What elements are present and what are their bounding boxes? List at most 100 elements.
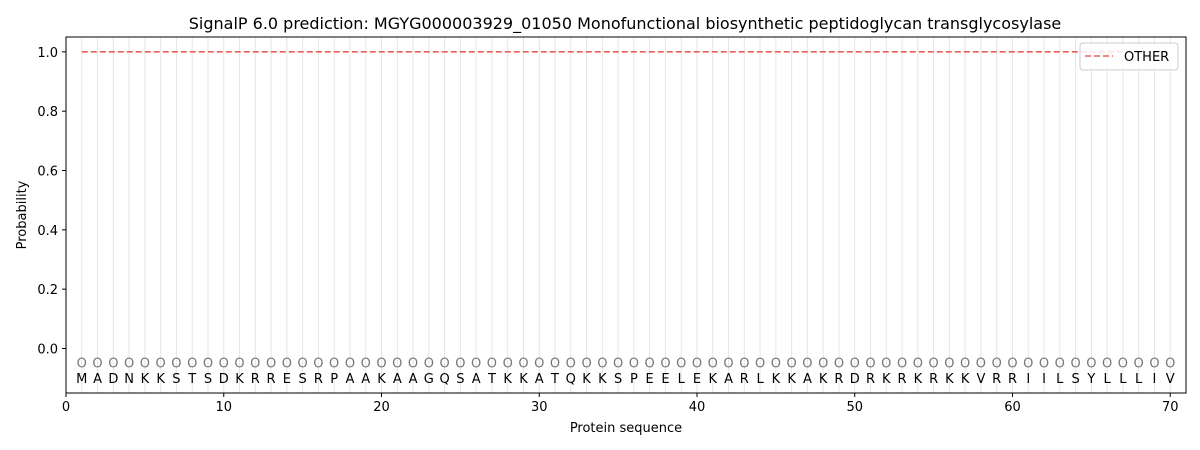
state-label: O [629, 356, 639, 371]
residue-label: R [1008, 372, 1017, 387]
residue-label: K [708, 372, 717, 387]
state-label: O [282, 356, 292, 371]
residue-label: T [187, 372, 196, 387]
residue-label: A [393, 372, 402, 387]
y-tick-label: 1.0 [37, 46, 58, 61]
state-label: O [960, 356, 970, 371]
state-label: O [266, 356, 276, 371]
residue-label: K [914, 372, 923, 387]
state-label: O [250, 356, 260, 371]
state-label: O [613, 356, 623, 371]
residue-label: L [1104, 372, 1112, 387]
residue-label: P [330, 372, 338, 387]
state-label: O [518, 356, 528, 371]
state-label: O [897, 356, 907, 371]
state-label: O [1149, 356, 1159, 371]
residue-label: T [550, 372, 559, 387]
y-tick-label: 0.0 [37, 343, 58, 358]
x-tick-label: 30 [531, 400, 548, 415]
state-label: O [376, 356, 386, 371]
residue-label: S [1071, 372, 1079, 387]
state-label: O [1055, 356, 1065, 371]
residue-label: I [1042, 372, 1046, 387]
residue-label: M [76, 372, 87, 387]
state-label: O [645, 356, 655, 371]
state-label: O [234, 356, 244, 371]
state-label: O [171, 356, 181, 371]
residue-label: K [787, 372, 796, 387]
state-label: O [692, 356, 702, 371]
residue-label: R [251, 372, 260, 387]
state-label: O [976, 356, 986, 371]
state-label: O [1134, 356, 1144, 371]
residue-label: R [740, 372, 749, 387]
state-label: O [298, 356, 308, 371]
state-label: O [219, 356, 229, 371]
state-label: O [755, 356, 765, 371]
state-label: O [771, 356, 781, 371]
state-label: O [156, 356, 166, 371]
residue-label: D [108, 372, 118, 387]
residue-label: L [756, 372, 764, 387]
state-label: O [881, 356, 891, 371]
state-label: O [187, 356, 197, 371]
x-tick-label: 10 [215, 400, 232, 415]
residue-label: K [519, 372, 528, 387]
state-label: O [739, 356, 749, 371]
residue-label: E [646, 372, 654, 387]
residue-label: A [361, 372, 370, 387]
residue-label: A [803, 372, 812, 387]
residue-label: K [772, 372, 781, 387]
residue-label: L [1135, 372, 1143, 387]
state-label: O [345, 356, 355, 371]
residue-label: K [377, 372, 386, 387]
residue-label: K [819, 372, 828, 387]
residue-label: K [882, 372, 891, 387]
x-tick-label: 0 [62, 400, 70, 415]
state-label: O [1007, 356, 1017, 371]
residue-label: K [141, 372, 150, 387]
y-tick-label: 0.8 [37, 105, 58, 120]
state-label: O [361, 356, 371, 371]
state-label: O [913, 356, 923, 371]
state-label: O [818, 356, 828, 371]
residue-label: A [409, 372, 418, 387]
residue-label: S [456, 372, 464, 387]
legend-box [1079, 42, 1179, 71]
residue-label: S [204, 372, 212, 387]
residue-label: Q [566, 372, 576, 387]
y-tick-label: 0.2 [37, 283, 58, 298]
state-label: O [77, 356, 87, 371]
state-label: O [550, 356, 560, 371]
x-axis-label: Protein sequence [570, 421, 682, 436]
state-label: O [1086, 356, 1096, 371]
residue-label: L [1119, 372, 1127, 387]
state-label: O [660, 356, 670, 371]
residue-label: A [93, 372, 102, 387]
state-label: O [313, 356, 323, 371]
state-label: O [124, 356, 134, 371]
state-label: O [676, 356, 686, 371]
residue-label: I [1153, 372, 1157, 387]
state-label: O [944, 356, 954, 371]
y-tick-label: 0.6 [37, 165, 58, 180]
residue-label: L [1056, 372, 1064, 387]
state-label: O [992, 356, 1002, 371]
residue-label: R [834, 372, 843, 387]
x-tick-label: 20 [373, 400, 390, 415]
residue-label: K [945, 372, 954, 387]
state-label: O [392, 356, 402, 371]
state-label: O [487, 356, 497, 371]
state-label: O [787, 356, 797, 371]
residue-label: S [298, 372, 306, 387]
state-label: O [408, 356, 418, 371]
residue-label: S [614, 372, 622, 387]
x-axis: 0 10 20 30 40 50 60 70 [62, 393, 1178, 415]
state-label: O [503, 356, 513, 371]
residue-label: A [724, 372, 733, 387]
state-label: O [140, 356, 150, 371]
residue-label: V [976, 372, 985, 387]
state-label: O [92, 356, 102, 371]
